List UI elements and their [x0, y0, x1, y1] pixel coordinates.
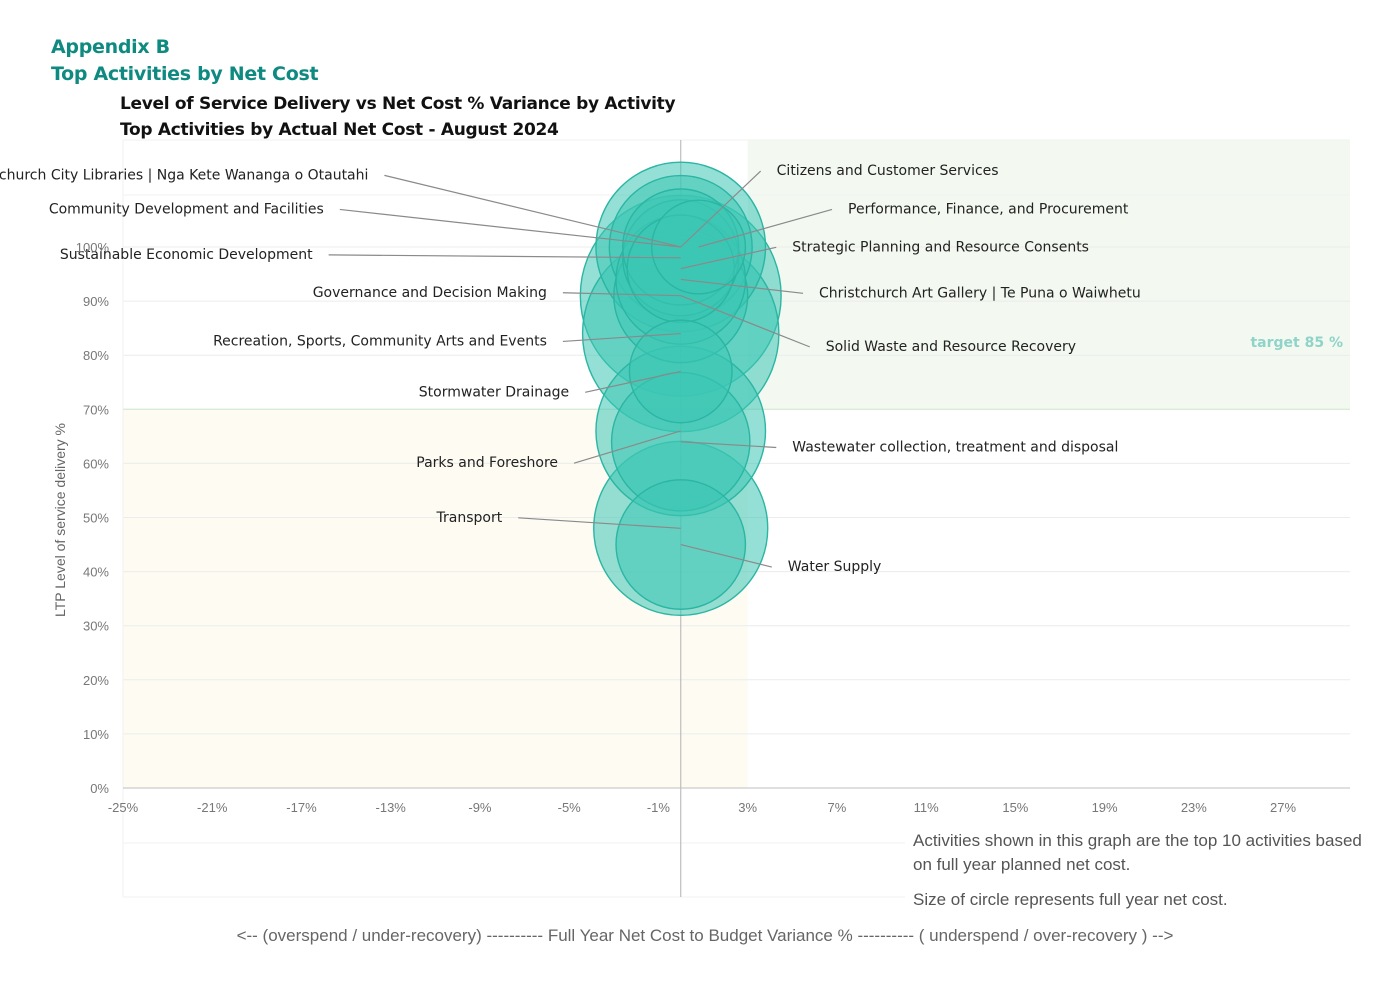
- leader-lines: [328, 170, 833, 568]
- x-tick-label: -25%: [108, 800, 139, 815]
- y-axis-label: LTP Level of service delivery %: [52, 423, 68, 617]
- bubble-label: Citizens and Customer Services: [777, 163, 999, 179]
- x-tick-label: -9%: [468, 800, 492, 815]
- y-tick-label: 90%: [83, 294, 109, 309]
- x-tick-label: -17%: [286, 800, 317, 815]
- y-tick-label: 70%: [83, 402, 109, 417]
- leader-line: [680, 295, 810, 348]
- bubble-label: Performance, Finance, and Procurement: [848, 201, 1129, 217]
- leader-line: [573, 430, 681, 464]
- leader-line: [680, 278, 804, 294]
- bubble-label: Recreation, Sports, Community Arts and E…: [213, 333, 547, 349]
- bubble-label: Stormwater Drainage: [419, 384, 569, 400]
- x-tick-label: 7%: [827, 800, 846, 815]
- leader-line: [562, 292, 681, 297]
- bubble-label: Strategic Planning and Resource Consents: [792, 239, 1089, 255]
- x-tick-label: -1%: [647, 800, 671, 815]
- leader-line: [384, 174, 681, 248]
- leader-line: [698, 208, 833, 248]
- y-tick-label: 30%: [83, 619, 109, 634]
- bubble-label: Transport: [436, 510, 503, 526]
- x-tick-label: -13%: [376, 800, 407, 815]
- bubble-label: Community Development and Facilities: [49, 201, 324, 217]
- leader-line: [339, 208, 681, 248]
- y-tick-label: 60%: [83, 456, 109, 471]
- y-tick-label: 100%: [76, 240, 110, 255]
- x-tick-label: 15%: [1002, 800, 1028, 815]
- leader-line: [562, 332, 681, 343]
- region-good: [747, 140, 1350, 410]
- x-tick-label: 11%: [914, 800, 939, 815]
- bubble-labels: Christchurch City Libraries | Nga Kete W…: [0, 163, 1141, 575]
- leader-line: [328, 254, 681, 259]
- leader-line: [518, 517, 681, 529]
- y-tick-label: 50%: [83, 511, 109, 526]
- leader-line: [680, 170, 762, 248]
- x-tick-label: 23%: [1181, 800, 1207, 815]
- appendix-subtitle: Top Activities by Net Cost: [51, 63, 319, 85]
- chart-title: Level of Service Delivery vs Net Cost % …: [120, 94, 676, 114]
- y-tick-label: 0%: [90, 781, 109, 796]
- y-tick-label: 10%: [83, 727, 109, 742]
- bubble-label: Sustainable Economic Development: [60, 247, 313, 263]
- x-tick-label: -5%: [558, 800, 582, 815]
- target-label: target 85 %: [1250, 335, 1343, 351]
- bubble-label: Parks and Foreshore: [416, 455, 558, 471]
- bubble-label: Governance and Decision Making: [313, 285, 547, 301]
- leader-line: [680, 246, 777, 270]
- x-axis-label: <-- (overspend / under-recovery) -------…: [236, 926, 1174, 945]
- bubble-label: Water Supply: [788, 559, 882, 575]
- x-tick-label: 3%: [738, 800, 757, 815]
- bubble-label: Wastewater collection, treatment and dis…: [792, 439, 1118, 455]
- chart-subtitle: Top Activities by Actual Net Cost - Augu…: [120, 120, 559, 140]
- x-tick-label: 19%: [1092, 800, 1118, 815]
- y-tick-label: 80%: [83, 348, 109, 363]
- leader-line: [680, 543, 772, 568]
- y-tick-label: 40%: [83, 565, 109, 580]
- x-tick-label: 27%: [1270, 800, 1296, 815]
- bubble-label: Christchurch City Libraries | Nga Kete W…: [0, 167, 368, 183]
- note-circle-size: Size of circle represents full year net …: [913, 890, 1228, 909]
- note-top-activities: Activities shown in this graph are the t…: [913, 831, 1362, 874]
- appendix-heading: Appendix B: [51, 36, 170, 58]
- y-tick-label: 20%: [83, 673, 109, 688]
- x-tick-label: -21%: [197, 800, 228, 815]
- bubble-label: Solid Waste and Resource Recovery: [826, 339, 1076, 355]
- leader-line: [680, 441, 777, 449]
- bubble-label: Christchurch Art Gallery | Te Puna o Wai…: [819, 285, 1141, 301]
- leader-line: [585, 370, 681, 393]
- tick-labels: -25% -21% -17% -13% -9% -5% -1% 3% 7% 11% 15% 19% 23…: [76, 240, 1297, 815]
